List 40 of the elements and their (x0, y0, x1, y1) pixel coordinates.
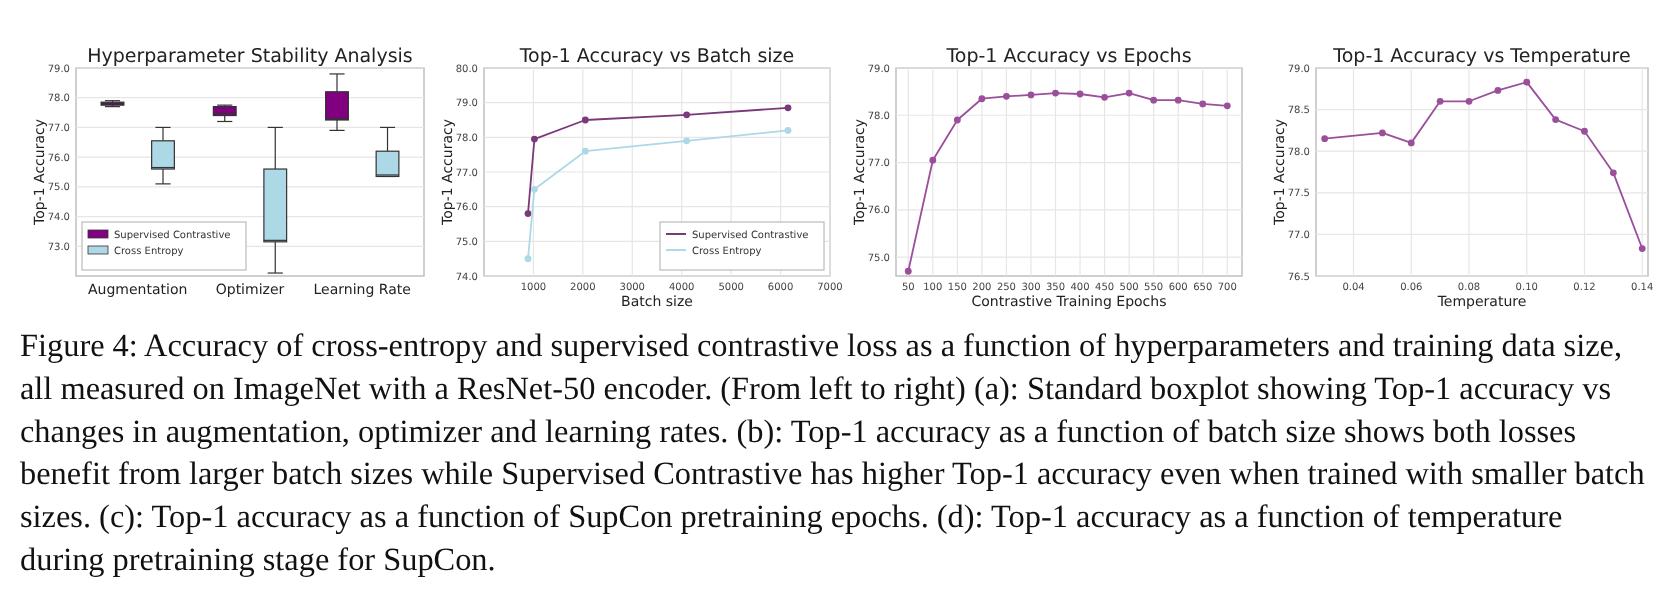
point (953, 116, 961, 124)
point (1052, 89, 1059, 97)
point (1552, 116, 1560, 123)
chart-title: Top-1 Accuracy vs Temperature (1331, 46, 1631, 68)
point (1609, 169, 1617, 177)
point (683, 111, 691, 119)
point (1465, 97, 1473, 105)
point (904, 267, 912, 275)
point (683, 137, 691, 145)
point (1321, 135, 1329, 143)
point (1027, 91, 1035, 99)
caption: Figure 4: Accuracy of cross-entropy and supervised contrastive loss as a function of hyperparameters and training data size, all measured on ImageNet with a ResNet-50 encoder. (From left to right) (a): Standard boxplot showing Top-1 accuracy vs changes in augmentation, optimizer and learning rates. (b): Top-1 accuracy as a function of batch size shows both losses benefit from larger batch sizes while Supervised Contrastive has higher Top-1 accuracy even when trained with smaller batch sizes. (c): Top-1 accuracy as a function of SupCon pretraining epochs. (d): Top-1 accuracy as a function of temperature during pretraining stage for SupCon. (20, 328, 1645, 578)
point (784, 104, 792, 112)
point (1638, 245, 1646, 252)
point (1436, 97, 1444, 105)
point (784, 127, 792, 134)
point (581, 116, 589, 124)
point (1494, 87, 1502, 94)
point (929, 156, 937, 164)
point (1150, 96, 1158, 104)
point (524, 255, 532, 263)
point (1581, 127, 1588, 135)
point (1003, 92, 1010, 100)
point (1174, 96, 1182, 104)
point (1379, 129, 1386, 137)
point (531, 135, 538, 143)
point (1523, 78, 1531, 86)
point (1407, 139, 1415, 147)
point (531, 185, 538, 193)
chart-title: Hyperparameter Stability Analysis (87, 46, 413, 68)
point (524, 210, 532, 217)
point (1101, 93, 1108, 101)
point (1076, 90, 1084, 98)
point (1223, 102, 1231, 110)
chart-title: Top-1 Accuracy vs Epochs (944, 46, 1192, 68)
point (978, 95, 986, 103)
chart-title: Top-1 Accuracy vs Batch size (517, 46, 795, 68)
point (1125, 89, 1133, 97)
point (581, 147, 589, 155)
point (1199, 100, 1207, 108)
